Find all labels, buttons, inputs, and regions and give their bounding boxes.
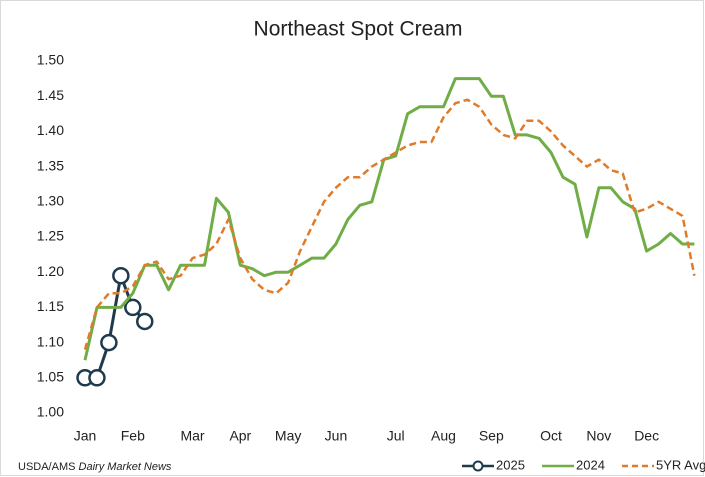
point <box>124 298 142 317</box>
y-tick-label: 1.45 <box>37 87 64 103</box>
source-name: Dairy Market News <box>79 461 172 473</box>
point <box>136 312 154 331</box>
x-tick-label: Apr <box>229 428 251 444</box>
x-tick-label: Mar <box>180 428 204 444</box>
chart-title: Northeast Spot Cream <box>254 18 463 41</box>
source: USDA/AMS Dairy Market News <box>18 461 172 473</box>
x-tick-label: May <box>275 428 301 444</box>
y-tick-label: 1.15 <box>37 298 64 314</box>
y-tick-label: 1.10 <box>37 333 64 349</box>
x-tick-label: Nov <box>586 428 611 444</box>
source-org: USDA/AMS <box>18 461 75 473</box>
x-tick-label: Jan <box>74 428 97 444</box>
y-tick-label: 1.40 <box>37 122 64 138</box>
point <box>88 369 106 387</box>
legend-label: 2024 <box>576 457 605 472</box>
x-tick-label: Jun <box>325 428 348 444</box>
series-line <box>83 98 696 350</box>
y-tick-label: 1.20 <box>37 263 64 279</box>
x-tick-label: Jul <box>387 428 405 444</box>
x-tick-label: Dec <box>634 428 659 444</box>
legend-marker <box>472 460 484 472</box>
legend-label: 5YR Avg <box>656 457 705 472</box>
y-tick-label: 1.00 <box>37 404 64 420</box>
y-tick-label: 1.50 <box>37 52 64 68</box>
point <box>100 333 118 352</box>
x-tick-label: Sep <box>479 428 504 444</box>
point <box>112 266 130 285</box>
legend-label: 2025 <box>496 457 525 472</box>
x-tick-label: Feb <box>121 428 145 444</box>
x-tick-label: Aug <box>431 428 456 444</box>
y-tick-label: 1.25 <box>37 228 64 244</box>
y-tick-label: 1.35 <box>37 157 64 173</box>
y-tick-label: 1.05 <box>37 369 64 385</box>
x-tick-label: Oct <box>540 428 562 444</box>
y-tick-label: 1.30 <box>37 193 64 209</box>
